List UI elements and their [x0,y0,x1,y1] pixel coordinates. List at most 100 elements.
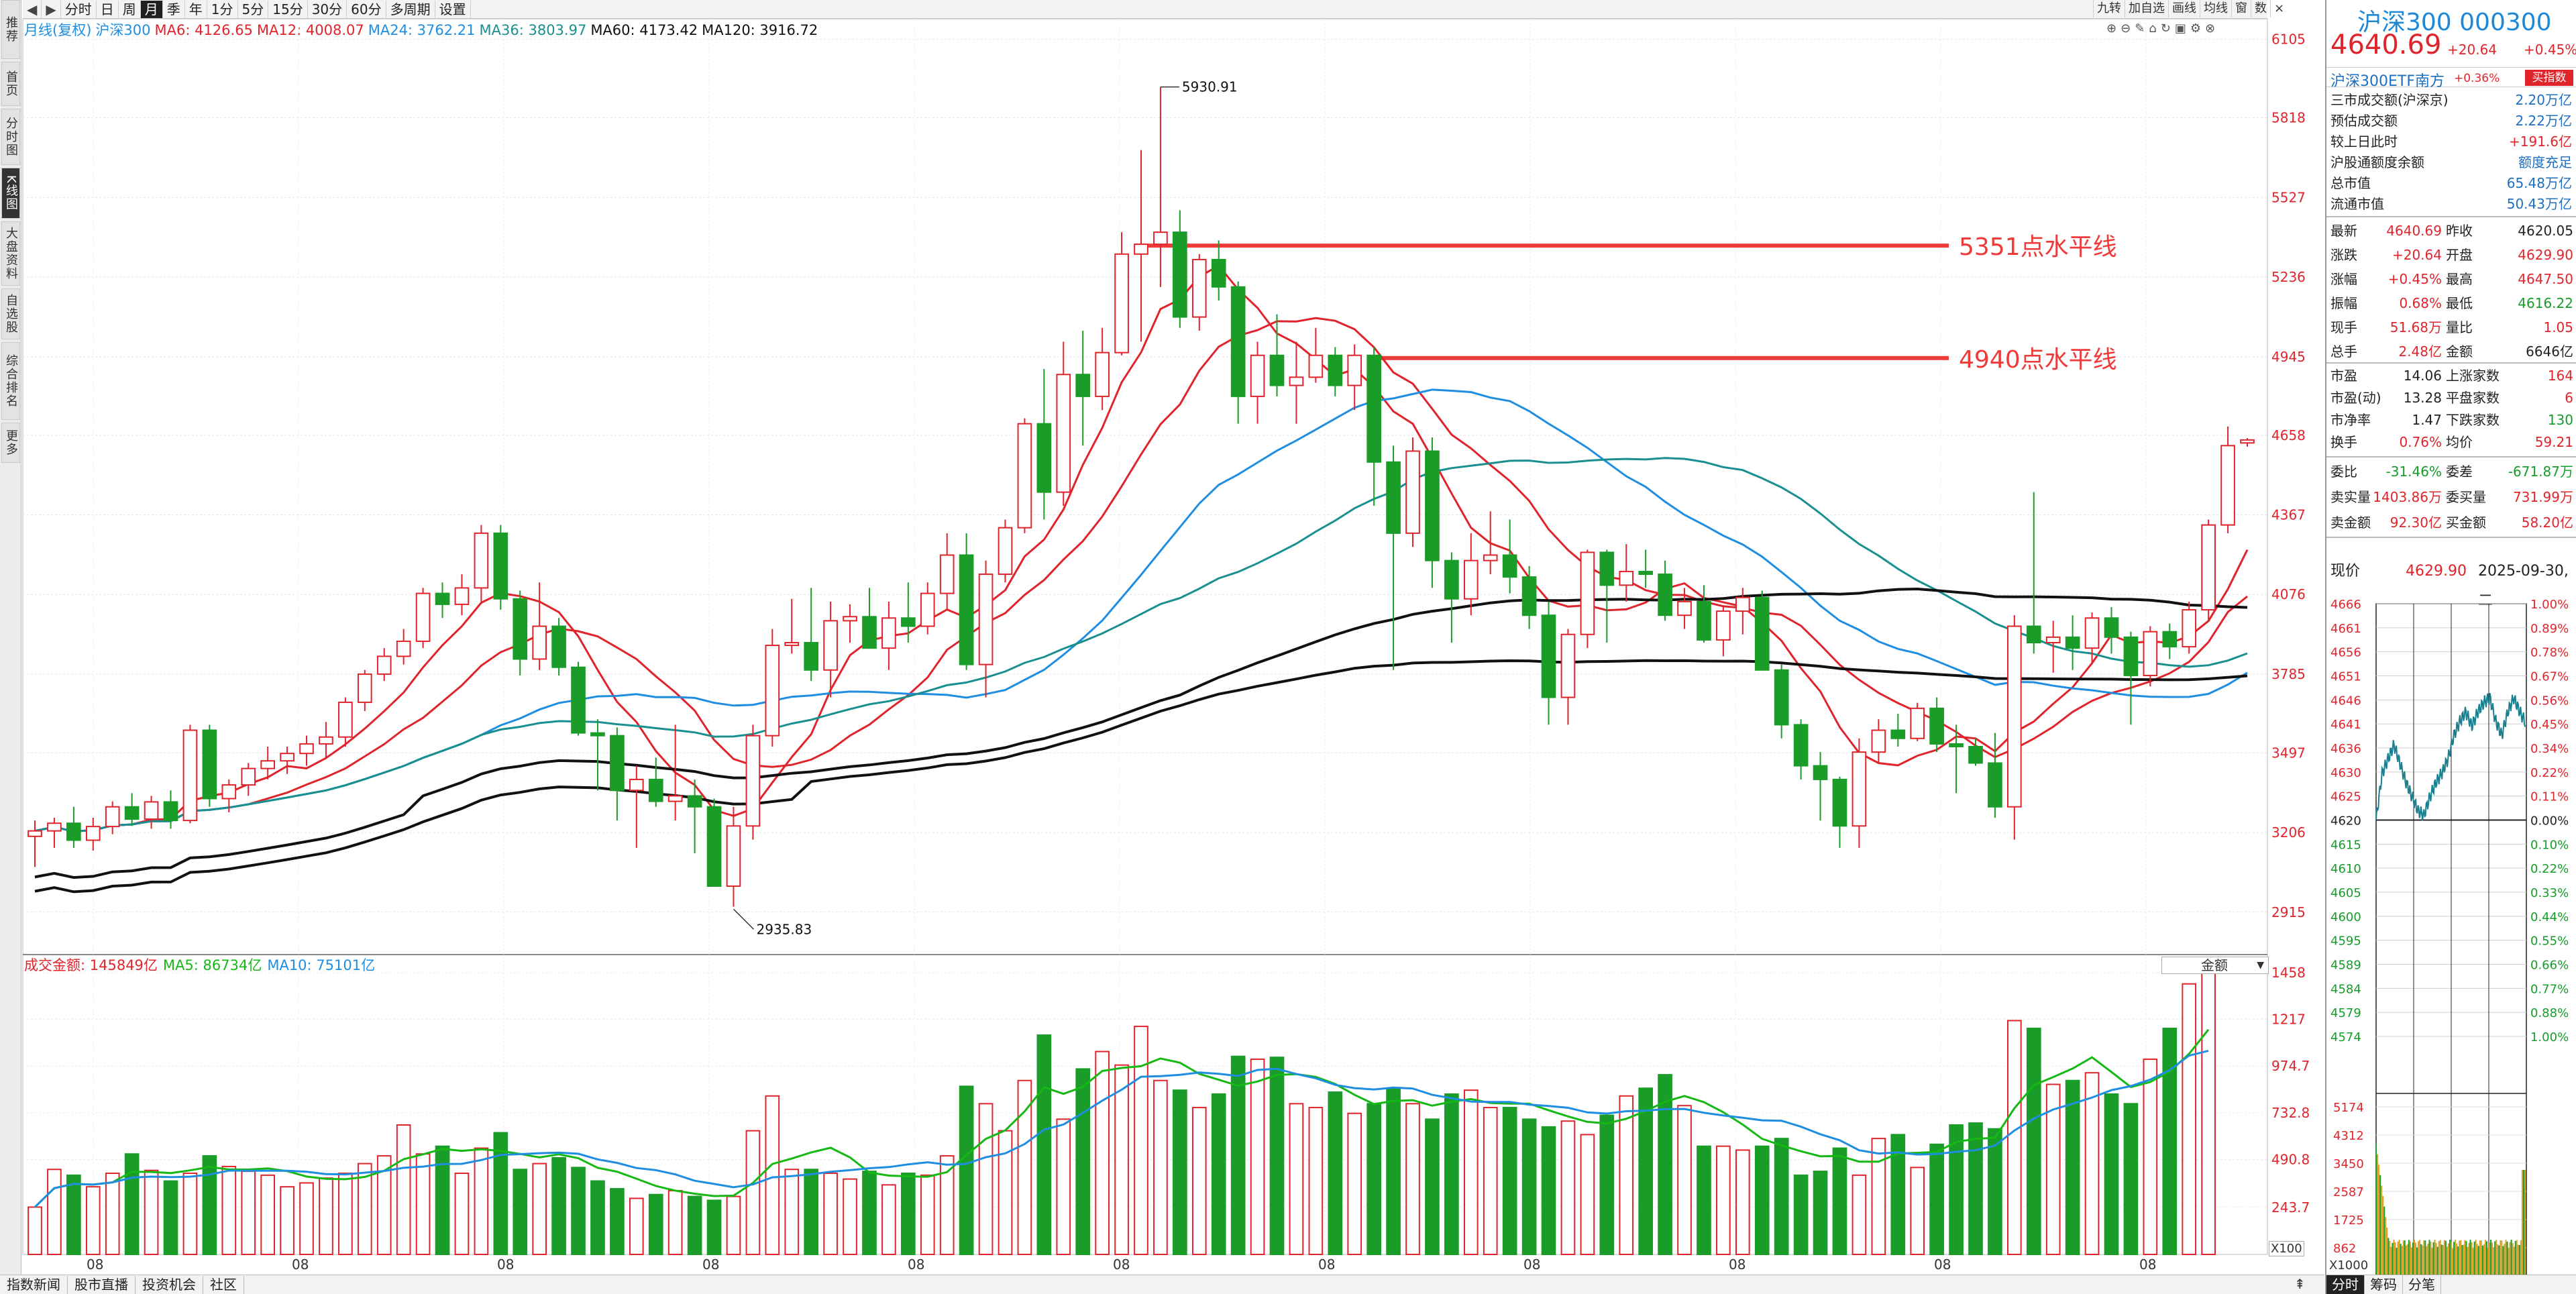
bottom-tab-0[interactable]: 指数新闻 [0,1275,68,1294]
left-tool-2[interactable]: 分时图 [1,109,20,165]
volume-bar-down [1541,1126,1556,1256]
ma-legend-item[interactable]: MA36: 3803.97 [479,22,587,38]
settings-icon[interactable]: ⚙ [2190,21,2201,36]
volume-bar-down [1211,1093,1226,1256]
top-button-5[interactable]: 数 [2251,0,2270,17]
price-tick-label: 5527 [2271,189,2306,205]
volume-bar-up [1580,1134,1595,1255]
quote-label: 市盈 [2330,368,2357,384]
candle-up [2045,636,2061,643]
intraday-mini-chart[interactable]: 4666 1.00% 4661 0.89% 4656 0.78% 4651 0.67% 4646… [2326,590,2576,1275]
zoom-in-icon[interactable]: ⊕ [2106,21,2117,36]
kline-chart[interactable]: 6105 5818 5527 5236 4945 4658 4367 4076 3785 3497… [0,0,2325,1275]
candle-up [396,640,411,657]
period-tab-6[interactable]: 1分 [207,0,238,18]
volume-bar-down [610,1188,625,1256]
period-tab-4[interactable]: 季 [163,0,185,18]
time-tick-label: 08 [1934,1256,1951,1273]
bottom-tab-1[interactable]: 股市直播 [68,1275,136,1294]
bottom-tab-3[interactable]: 社区 [203,1275,244,1294]
volume-bar-up [376,1155,392,1255]
candle-down [610,735,625,792]
volume-selector[interactable]: 金额 ▼ [2161,957,2269,974]
left-tool-7[interactable]: 更多 [1,423,20,463]
volume-bar-down [2065,1079,2080,1255]
mini-pct-label: 0.89% [2530,622,2569,636]
period-tab-12[interactable]: 设置 [435,0,471,18]
zoom-out-icon[interactable]: ⊖ [2121,21,2131,36]
candle-up [843,616,857,622]
buy-index-button[interactable]: 买指数 [2525,70,2573,86]
close-window-icon[interactable]: × [2270,0,2288,17]
ma-legend-item[interactable]: MA120: 3916.72 [702,22,818,38]
ma-legend-item[interactable]: MA12: 4008.07 [256,22,364,38]
etf-row[interactable]: 沪深300ETF南方 +0.36% 买指数 [2326,67,2576,90]
left-tool-4[interactable]: 大盘资料 [1,221,20,286]
etf-change: +0.36% [2454,72,2500,85]
ma-legend-item[interactable]: MA60: 4173.42 [590,22,698,38]
screenshot-icon[interactable]: ▣ [2174,21,2186,36]
time-tick-label: 08 [497,1256,514,1273]
period-tab-9[interactable]: 30分 [308,0,347,18]
refresh-icon[interactable]: ↻ [2160,21,2171,36]
quote-label: 现手 [2330,319,2357,335]
stat-label: 三市成交额(沪深京) [2330,92,2449,108]
period-tab-8[interactable]: 15分 [268,0,308,18]
candle-down [1173,231,1187,318]
volume-bar-down [2104,1093,2119,1256]
top-button-0[interactable]: 九转 [2093,0,2125,17]
ma-legend-item[interactable]: MA24: 3762.21 [368,22,476,38]
volume-bar-up [474,1147,489,1256]
period-tab-10[interactable]: 60分 [347,0,386,18]
mini-pct-label: 0.78% [2530,646,2569,660]
ma-legend-item[interactable]: 沪深300 [95,22,151,38]
next-arrow-icon[interactable]: ▶ [42,0,61,18]
candle-down [1366,354,1381,463]
quote-label: 开盘 [2446,247,2473,263]
panel-tabs: 分时 筹码 分笔 [2326,1275,2576,1294]
candle-up [1134,244,1148,255]
left-tool-5[interactable]: 自选股 [1,288,20,339]
top-button-1[interactable]: 加自选 [2125,0,2168,17]
period-tab-11[interactable]: 多周期 [386,0,435,18]
left-tool-1[interactable]: 首页 [1,62,20,106]
time-tick-label: 08 [2139,1256,2156,1273]
panel-tab-1[interactable]: 筹码 [2365,1275,2403,1294]
top-button-2[interactable]: 画线 [2168,0,2200,17]
mini-price-label: 4630 [2330,766,2361,780]
candle-down [901,617,916,627]
prev-arrow-icon[interactable]: ◀ [23,0,42,18]
quote-label: 委比 [2330,464,2357,480]
top-button-3[interactable]: 均线 [2200,0,2231,17]
candle-down [571,666,586,734]
panel-tab-0[interactable]: 分时 [2326,1275,2365,1294]
period-tab-1[interactable]: 日 [97,0,119,18]
period-tab-7[interactable]: 5分 [238,0,269,18]
period-tab-5[interactable]: 年 [185,0,207,18]
left-tool-0[interactable]: 推荐 [1,0,20,59]
volume-bar-up [47,1169,62,1255]
period-tab-0[interactable]: 分时 [61,0,97,18]
candle-up [978,574,994,665]
home-icon[interactable]: ⌂ [2149,21,2157,36]
candle-up [1153,231,1168,246]
candle-down [804,642,819,671]
quote-value: 51.68万 [2390,319,2442,335]
ma-legend-item[interactable]: 月线(复权) [24,22,92,38]
bottom-tab-2[interactable]: 投资机会 [136,1275,203,1294]
left-tool-6[interactable]: 综合排名 [1,342,20,420]
mini-pct-label: 0.55% [2530,934,2569,949]
mini-pct-label: 0.10% [2530,838,2569,852]
etf-name[interactable]: 沪深300ETF南方 [2330,73,2445,90]
period-tab-3[interactable]: 月 [140,0,163,18]
top-button-4[interactable]: 窗 [2231,0,2251,17]
candle-down [1328,354,1343,386]
left-tool-3[interactable]: K线图 [1,168,20,219]
period-tab-2[interactable]: 周 [119,0,141,18]
close-icon[interactable]: ⊗ [2204,21,2216,36]
expand-up-icon[interactable]: ⇞ [2294,1276,2306,1292]
pen-icon[interactable]: ✎ [2135,21,2145,36]
panel-tab-2[interactable]: 分笔 [2403,1275,2441,1294]
volume-bar-up [1153,1079,1168,1255]
ma-legend-item[interactable]: MA6: 4126.65 [154,22,253,38]
